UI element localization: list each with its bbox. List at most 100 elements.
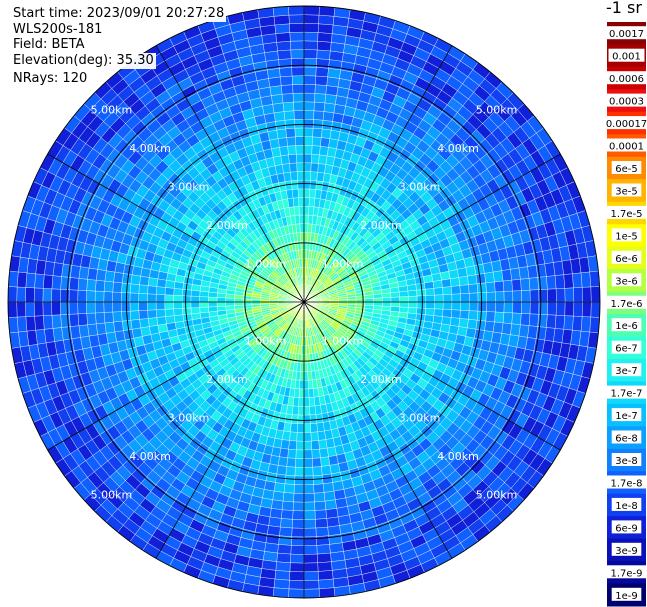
ppi-bin	[51, 275, 62, 290]
ppi-bin	[288, 580, 305, 590]
ppi-bin	[283, 171, 292, 182]
ppi-bin	[290, 423, 298, 433]
ppi-bin	[573, 301, 583, 317]
ppi-bin	[309, 188, 317, 199]
ppi-bin	[279, 526, 293, 537]
ppi-bin	[164, 301, 174, 310]
ppi-bin	[96, 322, 107, 335]
ppi-bin	[33, 301, 44, 317]
ppi-bin	[303, 136, 313, 146]
ppi-bin	[291, 180, 299, 190]
ppi-bin	[315, 413, 324, 424]
ppi-bin	[292, 92, 305, 103]
ppi-bin	[303, 562, 319, 573]
ppi-bin	[416, 307, 426, 315]
ppi-bin	[103, 301, 113, 313]
ppi-bin	[486, 291, 496, 303]
ppi-bin	[494, 280, 505, 293]
ppi-bin	[303, 545, 318, 555]
ppi-bin	[303, 214, 309, 224]
ppi-bin	[295, 449, 305, 459]
ppi-bin	[279, 67, 293, 78]
ppi-bin	[173, 308, 183, 316]
ppi-bin	[298, 397, 305, 407]
ppi-bin	[326, 516, 340, 528]
ppi-bin	[425, 308, 435, 316]
ppi-bin	[318, 587, 336, 598]
ppi-bin	[269, 138, 280, 149]
ppi-bin	[77, 313, 88, 326]
ppi-bin	[316, 422, 325, 433]
ppi-bin	[518, 324, 530, 338]
ppi-bin	[310, 171, 318, 181]
ppi-bin	[282, 101, 295, 112]
ppi-bin	[303, 553, 318, 564]
ppi-bin	[277, 456, 288, 467]
range-label: 4.00km	[437, 142, 479, 155]
ppi-bin	[495, 291, 505, 303]
ppi-bin	[288, 154, 297, 164]
ppi-bin	[312, 136, 322, 147]
ppi-bin	[425, 294, 435, 303]
ppi-bin	[273, 111, 286, 122]
ppi-bin	[298, 206, 305, 216]
ppi-bin	[407, 307, 418, 315]
ppi-bin	[112, 281, 123, 293]
ppi-bin	[303, 380, 309, 390]
ppi-bin	[51, 301, 61, 316]
ppi-bin	[317, 552, 332, 564]
ppi-bin	[34, 273, 45, 289]
ppi-bin	[274, 23, 291, 34]
ppi-bin	[373, 297, 383, 303]
ppi-bin	[300, 232, 305, 242]
ppi-bin	[364, 298, 374, 303]
ppi-bin	[274, 570, 291, 581]
ppi-bin	[320, 456, 331, 467]
ppi-bin	[291, 405, 299, 416]
ppi-bin	[313, 492, 326, 503]
ppi-bin	[208, 301, 218, 308]
ppi-bin	[138, 310, 149, 320]
ppi-bin	[139, 318, 150, 329]
instrument-text: WLS200s-181	[11, 22, 105, 38]
ppi-bin	[314, 93, 327, 104]
ppi-bin	[314, 500, 327, 511]
ppi-bin	[311, 145, 321, 155]
ppi-bin	[285, 127, 296, 138]
ppi-bin	[295, 136, 305, 146]
ppi-bin	[42, 274, 54, 289]
ppi-bin	[104, 321, 116, 334]
ppi-bin	[564, 301, 575, 317]
ppi-bin	[282, 163, 291, 174]
ppi-bin	[16, 271, 28, 288]
ppi-bin	[492, 270, 504, 283]
ppi-bin	[289, 571, 305, 581]
ppi-bin	[321, 128, 332, 139]
ppi-bin	[42, 301, 53, 316]
ppi-bin	[86, 301, 96, 314]
ppi-bin	[442, 294, 453, 303]
ppi-bin	[147, 301, 157, 311]
ppi-bin	[295, 145, 305, 155]
ppi-bin	[290, 40, 305, 51]
ppi-bin	[77, 301, 87, 315]
ppi-bin	[555, 288, 566, 303]
ppi-bin	[8, 316, 19, 334]
ppi-bin	[290, 49, 305, 59]
ppi-bin	[280, 75, 293, 86]
ppi-bin	[103, 311, 114, 324]
colorbar-unit-label: -1 sr	[606, 0, 642, 17]
ppi-bin	[291, 58, 305, 68]
ppi-bin	[292, 501, 305, 512]
ppi-bin	[484, 320, 495, 333]
ppi-bin	[320, 137, 331, 148]
ppi-bin	[458, 275, 469, 286]
ppi-bin	[494, 311, 505, 324]
field-text: Field: BETA	[11, 37, 87, 53]
ppi-bin	[121, 301, 131, 312]
ppi-bin	[216, 297, 226, 303]
ppi-bin	[121, 292, 131, 303]
ppi-bin	[303, 458, 313, 468]
ppi-bin	[449, 317, 461, 327]
ppi-bin	[323, 102, 336, 114]
